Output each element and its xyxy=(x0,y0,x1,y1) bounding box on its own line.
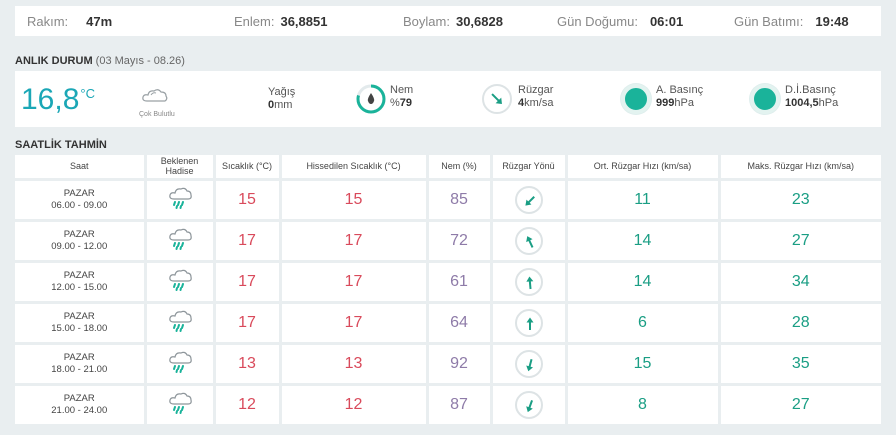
time-cell: PAZAR 21.00 - 24.00 xyxy=(15,384,147,427)
cloudy-icon xyxy=(141,86,169,109)
temperature-cell: 12 xyxy=(214,384,282,427)
time-cell: PAZAR 12.00 - 15.00 xyxy=(15,261,147,304)
rain-cloud-icon xyxy=(168,392,192,414)
pressure-icon xyxy=(621,84,651,114)
max-wind-cell: 23 xyxy=(719,179,881,222)
temperature-cell: 17 xyxy=(214,220,282,263)
sunset: Gün Batımı: 19:48 xyxy=(734,14,849,29)
time-cell: PAZAR 18.00 - 21.00 xyxy=(15,343,147,386)
forecast-title: SAATLİK TAHMİN xyxy=(15,139,107,151)
current-temperature: 16,8°C xyxy=(21,83,95,116)
avg-wind-cell: 6 xyxy=(566,302,721,345)
table-row: PAZAR 09.00 - 12.00 17 17 72 xyxy=(15,220,881,263)
current-conditions-panel: 16,8°C Çok Bulutlu Yağış 0mm Nem %79 Rüz… xyxy=(15,71,881,127)
sea-pressure-icon xyxy=(750,84,780,114)
feels-like-cell: 15 xyxy=(280,179,429,222)
rain-cloud-icon xyxy=(168,269,192,291)
col-header-saat: Saat xyxy=(15,155,147,181)
wind-direction-cell xyxy=(491,343,568,386)
temperature-cell: 13 xyxy=(214,343,282,386)
wind-arrow-icon xyxy=(524,195,535,206)
wind-direction-cell xyxy=(491,220,568,263)
humidity-cell: 64 xyxy=(427,302,493,345)
feels-like-cell: 17 xyxy=(280,302,429,345)
altitude: Rakım: 47m xyxy=(27,14,113,29)
feels-like-cell: 17 xyxy=(280,261,429,304)
precipitation: Yağış 0mm xyxy=(268,86,296,111)
max-wind-cell: 27 xyxy=(719,384,881,427)
feels-like-cell: 12 xyxy=(280,384,429,427)
wind-direction-cell xyxy=(491,261,568,304)
table-row: PAZAR 21.00 - 24.00 12 12 87 xyxy=(15,384,881,427)
temperature-cell: 17 xyxy=(214,302,282,345)
avg-wind-cell: 8 xyxy=(566,384,721,427)
wind-direction-cell xyxy=(491,384,568,427)
wind: Rüzgar 4km/sa xyxy=(518,84,554,109)
humidity: Nem %79 xyxy=(390,84,414,109)
humidity-cell: 61 xyxy=(427,261,493,304)
event-cell xyxy=(145,220,216,263)
table-row: PAZAR 12.00 - 15.00 17 17 61 xyxy=(15,261,881,304)
humidity-gauge xyxy=(356,84,386,114)
table-header-row: Saat Beklenen Hadise Sıcaklık (°C) Hissed… xyxy=(15,155,881,181)
temperature-cell: 15 xyxy=(214,179,282,222)
avg-wind-cell: 14 xyxy=(566,261,721,304)
time-cell: PAZAR 06.00 - 09.00 xyxy=(15,179,147,222)
wind-arrow-icon xyxy=(525,399,533,412)
current-title: ANLIK DURUM (03 Mayıs - 08.26) xyxy=(15,55,185,67)
col-header-hissedilen: Hissedilen Sıcaklık (°C) xyxy=(280,155,429,181)
col-header-nem: Nem (%) xyxy=(427,155,493,181)
location-info-bar: Rakım: 47m Enlem: 36,8851 Boylam: 30,6828 G… xyxy=(15,6,881,36)
latitude: Enlem: 36,8851 xyxy=(234,14,328,29)
humidity-cell: 92 xyxy=(427,343,493,386)
feels-like-cell: 17 xyxy=(280,220,429,263)
max-wind-cell: 27 xyxy=(719,220,881,263)
wind-arrow-icon xyxy=(526,317,533,330)
wind-arrow-icon xyxy=(491,93,502,104)
col-header-yon: Rüzgar Yönü xyxy=(491,155,568,181)
avg-wind-cell: 15 xyxy=(566,343,721,386)
sunrise: Gün Doğumu: 06:01 xyxy=(557,14,684,29)
event-cell xyxy=(145,179,216,222)
temperature-cell: 17 xyxy=(214,261,282,304)
rain-cloud-icon xyxy=(168,310,192,332)
table-row: PAZAR 15.00 - 18.00 17 17 64 xyxy=(15,302,881,345)
humidity-cell: 85 xyxy=(427,179,493,222)
col-header-hadise: Beklenen Hadise xyxy=(145,155,216,181)
hourly-forecast-table: Saat Beklenen Hadise Sıcaklık (°C) Hissed… xyxy=(15,155,881,427)
max-wind-cell: 35 xyxy=(719,343,881,386)
col-header-sicaklik: Sıcaklık (°C) xyxy=(214,155,282,181)
avg-wind-cell: 14 xyxy=(566,220,721,263)
humidity-cell: 72 xyxy=(427,220,493,263)
longitude: Boylam: 30,6828 xyxy=(403,14,503,29)
max-wind-cell: 28 xyxy=(719,302,881,345)
event-cell xyxy=(145,384,216,427)
wind-direction-cell xyxy=(491,179,568,222)
pressure: A. Basınç 999hPa xyxy=(656,84,704,109)
wind-gauge xyxy=(482,84,512,114)
humidity-cell: 87 xyxy=(427,384,493,427)
wind-arrow-icon xyxy=(525,276,533,289)
rain-cloud-icon xyxy=(168,351,192,373)
col-header-ort: Ort. Rüzgar Hızı (km/sa) xyxy=(566,155,721,181)
rain-cloud-icon xyxy=(168,228,192,250)
col-header-maks: Maks. Rüzgar Hızı (km/sa) xyxy=(719,155,881,181)
table-row: PAZAR 18.00 - 21.00 13 13 92 xyxy=(15,343,881,386)
condition-text: Çok Bulutlu xyxy=(139,111,175,118)
time-cell: PAZAR 15.00 - 18.00 xyxy=(15,302,147,345)
wind-direction-cell xyxy=(491,302,568,345)
event-cell xyxy=(145,261,216,304)
sea-level-pressure: D.İ.Basınç 1004,5hPa xyxy=(785,84,839,109)
max-wind-cell: 34 xyxy=(719,261,881,304)
rain-cloud-icon xyxy=(168,187,192,209)
drop-icon xyxy=(367,93,375,104)
wind-arrow-icon xyxy=(525,235,533,248)
time-cell: PAZAR 09.00 - 12.00 xyxy=(15,220,147,263)
avg-wind-cell: 11 xyxy=(566,179,721,222)
feels-like-cell: 13 xyxy=(280,343,429,386)
event-cell xyxy=(145,302,216,345)
table-row: PAZAR 06.00 - 09.00 15 15 85 xyxy=(15,179,881,222)
wind-arrow-icon xyxy=(525,358,533,371)
event-cell xyxy=(145,343,216,386)
